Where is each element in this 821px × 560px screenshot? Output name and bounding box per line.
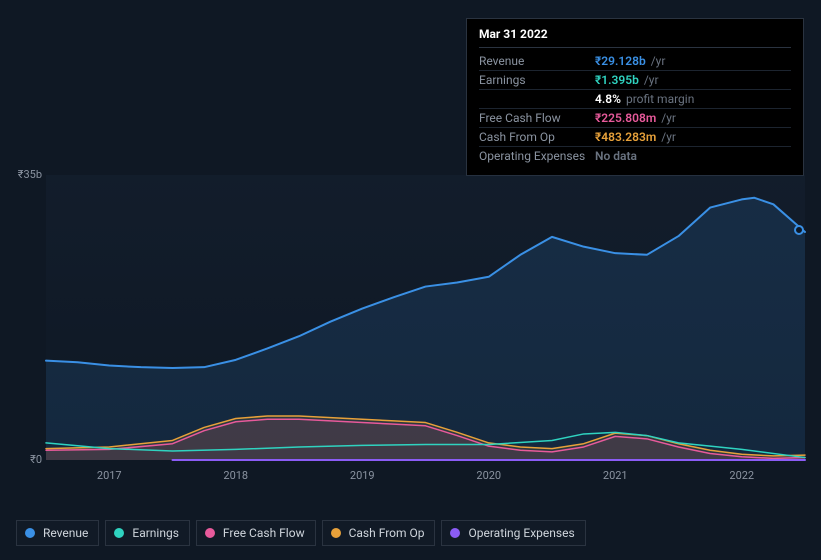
x-axis-label: 2022 bbox=[729, 469, 754, 482]
x-axis-label: 2020 bbox=[476, 469, 501, 482]
legend-swatch bbox=[205, 528, 215, 538]
legend-label: Revenue bbox=[43, 526, 88, 540]
tooltip-metric-value: 4.8% profit margin bbox=[595, 92, 791, 106]
tooltip-metric-value: ₹225.808m /yr bbox=[595, 111, 791, 125]
x-axis-label: 2017 bbox=[97, 469, 122, 482]
legend-item-free-cash-flow[interactable]: Free Cash Flow bbox=[196, 520, 316, 546]
legend-swatch bbox=[25, 528, 35, 538]
tooltip-row: Cash From Op₹483.283m /yr bbox=[479, 128, 791, 147]
legend-item-earnings[interactable]: Earnings bbox=[105, 520, 190, 546]
y-axis-label: ₹0 bbox=[16, 453, 42, 466]
legend-item-cash-from-op[interactable]: Cash From Op bbox=[322, 520, 436, 546]
tooltip-metric-label: Revenue bbox=[479, 54, 595, 68]
legend-label: Cash From Op bbox=[349, 526, 425, 540]
tooltip-row: Free Cash Flow₹225.808m /yr bbox=[479, 109, 791, 128]
chart-svg bbox=[46, 175, 805, 460]
x-axis-label: 2021 bbox=[603, 469, 628, 482]
tooltip-metric-value: ₹483.283m /yr bbox=[595, 130, 791, 144]
legend-item-operating-expenses[interactable]: Operating Expenses bbox=[441, 520, 585, 546]
chart-tooltip: Mar 31 2022 Revenue₹29.128b /yrEarnings₹… bbox=[466, 18, 804, 176]
y-axis-label: ₹35b bbox=[16, 168, 42, 181]
tooltip-metric-value: ₹1.395b /yr bbox=[595, 73, 791, 87]
tooltip-metric-label: Cash From Op bbox=[479, 130, 595, 144]
financials-chart: ₹35b ₹0 2017 2018 2019 2020 2021 2022 bbox=[16, 160, 805, 480]
tooltip-row: 4.8% profit margin bbox=[479, 90, 791, 109]
hover-marker bbox=[794, 225, 804, 235]
x-axis-label: 2019 bbox=[350, 469, 375, 482]
legend-label: Earnings bbox=[132, 526, 179, 540]
tooltip-metric-value: ₹29.128b /yr bbox=[595, 54, 791, 68]
legend-label: Free Cash Flow bbox=[223, 526, 305, 540]
chart-legend: Revenue Earnings Free Cash Flow Cash From O… bbox=[16, 520, 586, 546]
tooltip-metric-label bbox=[479, 92, 595, 106]
tooltip-row: Revenue₹29.128b /yr bbox=[479, 52, 791, 71]
tooltip-date: Mar 31 2022 bbox=[479, 27, 791, 48]
legend-item-revenue[interactable]: Revenue bbox=[16, 520, 99, 546]
series-area-revenue bbox=[46, 198, 805, 460]
legend-swatch bbox=[331, 528, 341, 538]
tooltip-metric-label: Earnings bbox=[479, 73, 595, 87]
x-axis-label: 2018 bbox=[223, 469, 248, 482]
legend-swatch bbox=[450, 528, 460, 538]
legend-swatch bbox=[114, 528, 124, 538]
tooltip-row: Earnings₹1.395b /yr bbox=[479, 71, 791, 90]
legend-label: Operating Expenses bbox=[468, 526, 574, 540]
tooltip-metric-label: Free Cash Flow bbox=[479, 111, 595, 125]
